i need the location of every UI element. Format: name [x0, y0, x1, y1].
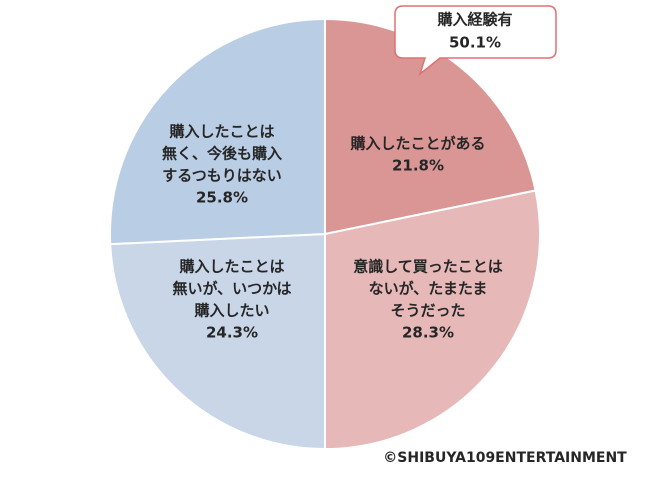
slice-label: 無いが、いつかは [172, 280, 291, 298]
slice-label: 購入したい [193, 302, 269, 320]
slice-label: 購入したことは [168, 123, 274, 141]
pie-slice [324, 17, 537, 236]
callout-box [394, 5, 557, 77]
slice-label: そうだった [390, 302, 465, 320]
slice-label: するつもりはない [162, 167, 281, 185]
slice-label: 意識して買ったことは [353, 258, 503, 276]
credit: ©SHIBUYA109ENTERTAINMENT [383, 450, 627, 466]
pie [109, 17, 541, 451]
pie-slice [109, 17, 326, 246]
value-label: 24.3% [206, 324, 258, 342]
value-label: 21.8% [392, 157, 444, 175]
callout-text: 購入経験有 [436, 11, 512, 29]
slice-label: 購入したことがある [349, 135, 485, 153]
pie-slice [109, 232, 326, 451]
value-label: 28.3% [402, 324, 454, 342]
slice-label: 購入したことは [178, 258, 284, 276]
slice-label: 無く、今後も購入 [162, 145, 282, 163]
pie-slice [324, 189, 541, 451]
callout-value: 50.1% [449, 34, 501, 52]
value-label: 25.8% [196, 189, 248, 207]
slice-label: ないが、たまたま [369, 280, 488, 298]
